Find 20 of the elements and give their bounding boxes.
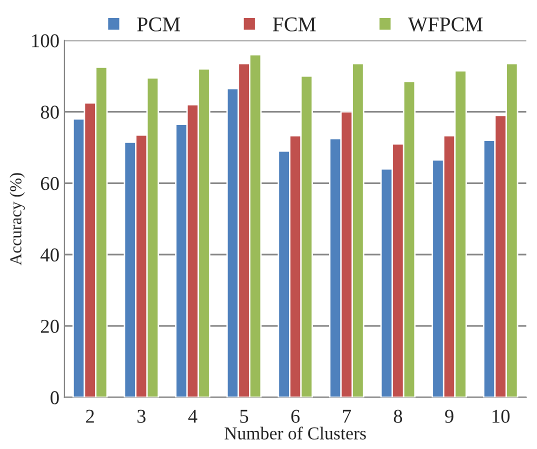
y-tick-label: 60 <box>40 177 59 190</box>
y-tick-label: 80 <box>40 106 59 119</box>
x-tick-label: 2 <box>86 410 94 423</box>
y-tick-label: 20 <box>40 320 59 333</box>
x-tick-label: 4 <box>188 410 198 423</box>
x-tick-label: 6 <box>291 410 300 423</box>
x-tick-label: 5 <box>240 410 248 423</box>
x-tick-label: 3 <box>137 410 146 423</box>
y-axis-title: Accuracy (%) <box>10 173 25 266</box>
legend-label: FCM <box>272 17 316 32</box>
legend-label: WFPCM <box>408 17 483 32</box>
y-tick-label: 0 <box>50 391 59 404</box>
y-tick-label: 40 <box>40 248 59 262</box>
x-tick-label: 9 <box>445 410 454 423</box>
x-tick-label: 10 <box>492 410 510 423</box>
y-tick-label: 100 <box>32 34 59 48</box>
x-tick-label: 8 <box>394 410 402 423</box>
legend-label: PCM <box>137 17 180 32</box>
x-tick-label: 7 <box>343 410 351 423</box>
x-axis-title: Number of Clusters <box>224 426 366 440</box>
